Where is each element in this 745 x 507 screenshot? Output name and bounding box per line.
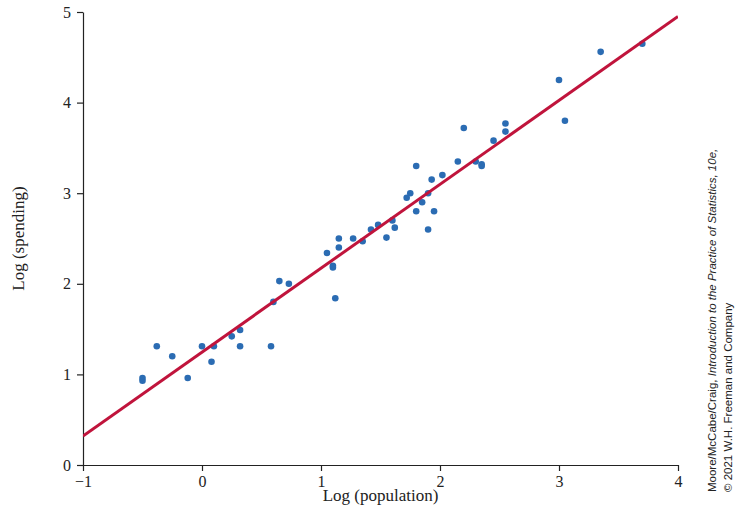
y-tick: 4 [63,94,83,111]
y-tick-label: 1 [63,366,71,383]
x-tick-label: 0 [199,473,207,490]
y-tick-label: 0 [63,457,71,474]
x-tick-mark [202,465,203,471]
point [439,172,446,179]
y-tick-mark [77,374,83,375]
x-tick: −1 [75,465,92,490]
point [268,343,275,350]
point [428,176,435,183]
point [199,343,206,350]
point [153,343,160,350]
point [431,208,438,215]
credit-copyright: © 2021 W.H. Freeman and Company [722,302,734,492]
point [490,137,497,144]
point [502,120,509,127]
point [502,128,509,135]
credit-authors: Moore/McCabe/Craig, [706,376,718,492]
x-axis-line [84,465,679,466]
point [597,49,604,56]
x-tick-mark [678,465,679,471]
y-tick-mark [77,465,83,466]
point [413,163,420,170]
point [383,234,390,241]
y-tick-mark [77,12,83,13]
point [336,235,343,242]
point [208,358,215,365]
point [391,224,398,231]
point [324,250,331,257]
point [407,190,414,197]
x-tick-mark [321,465,322,471]
y-tick-mark [77,284,83,285]
y-tick-mark [77,193,83,194]
x-tick-label: −1 [75,473,92,490]
y-tick-label: 5 [63,4,71,21]
y-tick: 3 [63,185,83,202]
credit-line: Moore/McCabe/Craig, Introduction to the … [706,149,718,492]
x-tick-mark [559,465,560,471]
point [413,208,420,215]
y-tick: 2 [63,275,83,292]
point [286,281,293,288]
point [184,375,191,382]
point [169,353,176,360]
point [425,226,432,233]
point [556,77,563,84]
point [276,278,283,285]
y-tick-label: 4 [63,94,71,111]
point [562,117,569,124]
point [139,375,146,382]
y-axis-title: Log (spending) [9,186,28,290]
point [350,235,357,242]
point [336,244,343,251]
x-tick-label: 3 [556,473,564,490]
credit-book: Introduction to the Practice of Statisti… [706,149,718,377]
x-axis-title: Log (population) [323,486,439,505]
x-tick-mark [440,465,441,471]
y-tick-label: 3 [63,185,71,202]
y-tick-label: 2 [63,275,71,292]
y-tick: 0 [63,457,83,474]
plot-area [83,17,678,436]
point [478,161,485,168]
y-tick: 1 [63,366,83,383]
point [455,158,462,165]
x-tick: 3 [556,465,564,490]
point [330,264,337,271]
y-axis-line [83,13,84,466]
x-tick: 4 [675,465,683,490]
x-tick-mark [83,465,84,471]
x-tick-label: 4 [675,473,683,490]
point [461,125,468,132]
point [237,343,244,350]
chart: −101234012345Log (population)Log (spendi… [0,0,745,507]
x-tick: 0 [199,465,207,490]
point [332,295,339,302]
fit-line [83,17,678,436]
y-tick: 5 [63,4,83,21]
y-tick-mark [77,102,83,103]
y-axis: 0 1 2 3 4 5 [63,4,84,474]
